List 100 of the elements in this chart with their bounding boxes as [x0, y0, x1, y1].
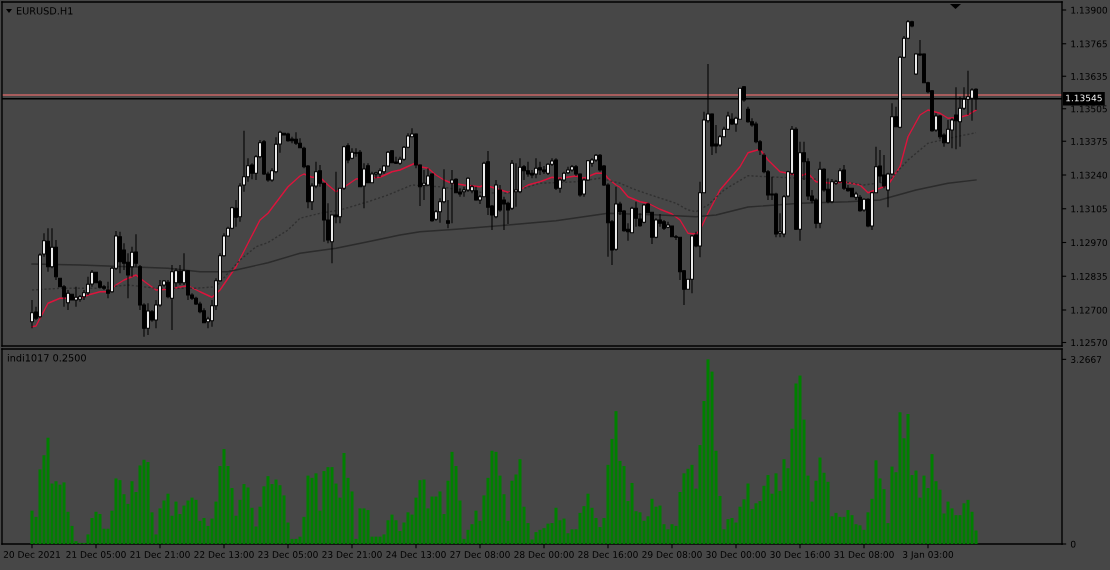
bar	[222, 449, 226, 544]
bar	[846, 510, 850, 544]
x-tick-label: 24 Dec 13:00	[386, 551, 446, 558]
candlestick	[466, 176, 470, 193]
y-tick-label: 1.13635	[1071, 72, 1107, 80]
candlestick	[526, 161, 530, 178]
bar	[538, 529, 542, 544]
bar	[306, 475, 310, 544]
bar	[490, 450, 494, 544]
bar	[686, 468, 690, 544]
bar	[322, 471, 326, 544]
bar	[430, 496, 434, 544]
bar	[962, 503, 966, 544]
candlestick	[94, 271, 98, 284]
bar	[546, 523, 550, 544]
candlestick	[850, 187, 854, 198]
x-tick-label: 23 Dec 05:00	[258, 551, 318, 558]
y-tick-label: 1.13105	[1071, 205, 1107, 213]
bar	[450, 451, 454, 544]
bar	[634, 511, 638, 544]
candlestick	[350, 147, 354, 160]
candlestick	[946, 119, 950, 145]
bar	[226, 466, 230, 544]
bar	[586, 493, 590, 544]
y-tick-label: 1.13900	[1071, 6, 1108, 14]
bar	[570, 529, 574, 544]
bar	[906, 414, 910, 544]
bar	[754, 503, 758, 544]
bar	[406, 512, 410, 544]
bar	[838, 516, 842, 544]
x-tick-label: 31 Dec 08:00	[834, 551, 894, 558]
bar	[682, 473, 686, 544]
candlestick	[118, 231, 122, 274]
bar	[358, 508, 362, 544]
bar	[202, 518, 206, 544]
x-tick-label: 30 Dec 16:00	[770, 551, 830, 558]
bar	[650, 498, 654, 544]
bar	[118, 480, 122, 544]
chart-title: EURUSD.H1	[16, 7, 73, 15]
y-tick-label: 1.13240	[1071, 171, 1108, 179]
candlestick	[538, 161, 542, 176]
bar	[246, 487, 250, 544]
x-tick-label: 28 Dec 00:00	[514, 551, 574, 558]
candlestick	[294, 131, 298, 146]
y-tick-label: 1.12970	[1071, 239, 1108, 247]
bar	[62, 482, 66, 544]
bar	[146, 462, 150, 544]
bar	[378, 536, 382, 544]
y-tick-label: 1.13765	[1071, 40, 1107, 48]
bar	[174, 501, 178, 544]
bar	[890, 466, 894, 544]
bar	[562, 518, 566, 544]
candlestick	[390, 149, 394, 164]
bar	[50, 483, 54, 544]
y-tick-label: 1.12700	[1071, 306, 1108, 314]
x-tick-label: 28 Dec 16:00	[578, 551, 638, 558]
candlestick	[66, 289, 70, 311]
candlestick	[570, 164, 574, 173]
candlestick	[842, 164, 846, 191]
bar	[494, 451, 498, 544]
y-tick-label: 1.12570	[1071, 339, 1108, 347]
bar	[542, 528, 546, 544]
candlestick	[818, 161, 822, 229]
bar	[486, 477, 490, 544]
candlestick	[290, 136, 294, 144]
bar	[142, 459, 146, 544]
bar	[630, 482, 634, 544]
y-tick-label: 0	[1070, 540, 1076, 548]
candlestick	[374, 171, 378, 179]
bar	[534, 532, 538, 544]
candlestick	[670, 225, 674, 238]
candlestick	[514, 162, 518, 208]
x-tick-label: 30 Dec 00:00	[706, 551, 766, 558]
bar	[294, 538, 298, 544]
bar	[798, 375, 802, 544]
bar	[434, 496, 438, 544]
bar	[946, 501, 950, 544]
bar	[310, 477, 314, 544]
y-tick-label: 1.13505	[1071, 105, 1107, 113]
line-series	[31, 109, 977, 328]
bar	[186, 500, 190, 544]
candlestick	[46, 227, 50, 273]
y-tick-label: 3.2667	[1071, 356, 1102, 363]
candlestick	[534, 157, 538, 179]
bar	[746, 483, 750, 544]
bar	[314, 473, 318, 544]
bar	[438, 491, 442, 544]
candlestick	[546, 162, 550, 176]
bar	[614, 411, 618, 544]
bar	[862, 529, 866, 544]
bar	[30, 510, 34, 544]
bar	[658, 505, 662, 544]
line-series	[31, 132, 977, 291]
x-tick-label: 21 Dec 05:00	[66, 551, 126, 558]
bar	[58, 484, 62, 544]
x-tick-label: 20 Dec 2021	[3, 551, 60, 558]
y-tick-label: 1.12835	[1071, 272, 1107, 280]
candlestick	[746, 106, 750, 124]
bar	[38, 469, 42, 544]
bar	[706, 359, 710, 544]
